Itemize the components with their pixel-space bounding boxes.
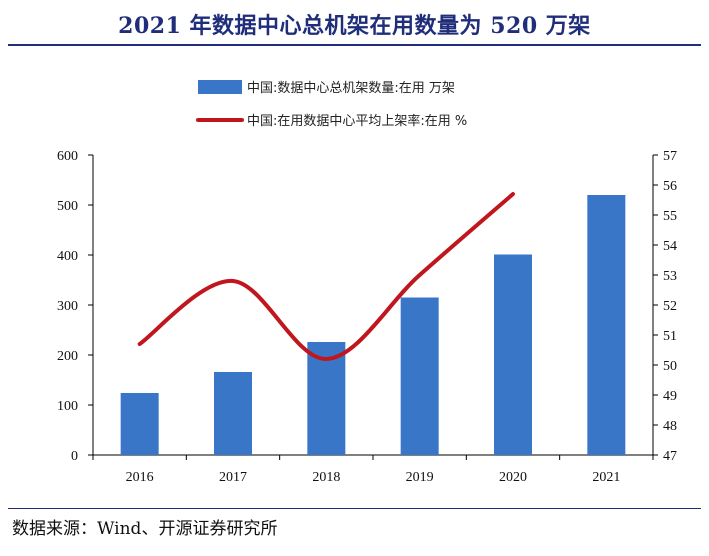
right-tick-label: 57 [663,149,677,164]
right-tick-label: 55 [663,209,677,224]
right-tick-label: 52 [663,299,677,314]
legend-bar-swatch [198,80,242,94]
right-tick-label: 49 [663,389,677,404]
x-tick-label: 2019 [406,470,434,485]
utilization-line [137,192,515,362]
title-rule [8,44,701,46]
right-tick-label: 53 [663,269,677,284]
bar-series [120,195,626,455]
right-tick-label: 51 [663,329,677,344]
axes [92,155,654,456]
x-tick-label: 2017 [219,470,247,485]
source-note: 数据来源：Wind、开源证券研究所 [12,519,278,539]
right-tick-label: 47 [663,449,677,464]
legend-line-label: 中国:在用数据中心平均上架率:在用 % [247,113,467,129]
right-tick-label: 56 [663,179,677,194]
bar-2019 [400,297,439,455]
source-rule [8,508,701,509]
bar-2020 [494,254,532,455]
left-tick-label: 100 [57,399,78,414]
x-tick-label: 2020 [499,470,527,485]
x-axis-ticks: 2016 2017 2018 2019 2020 2021 [92,455,654,485]
bar-2017 [214,372,252,455]
bar-2021 [587,195,626,455]
bar-2016 [120,393,159,455]
chart-title: 2021 年数据中心总机架在用数量为 520 万架 [118,13,591,39]
left-tick-label: 500 [57,199,78,214]
x-tick-label: 2021 [592,470,620,485]
x-tick-label: 2018 [312,470,340,485]
right-tick-label: 54 [663,239,677,254]
left-tick-label: 400 [57,249,78,264]
left-tick-label: 300 [57,299,78,314]
left-tick-label: 0 [71,449,78,464]
right-tick-label: 48 [663,419,677,434]
right-axis-ticks: 47 48 49 50 51 52 53 54 55 56 57 [653,149,677,464]
left-axis-ticks: 0 100 200 300 400 500 600 [57,149,93,464]
line-series [137,192,515,362]
right-tick-label: 50 [663,359,677,374]
legend-bar-label: 中国:数据中心总机架数量:在用 万架 [247,81,455,96]
left-tick-label: 600 [57,149,78,164]
legend: 中国:数据中心总机架数量:在用 万架 中国:在用数据中心平均上架率:在用 % [196,80,467,129]
x-tick-label: 2016 [126,470,154,485]
left-tick-label: 200 [57,349,78,364]
